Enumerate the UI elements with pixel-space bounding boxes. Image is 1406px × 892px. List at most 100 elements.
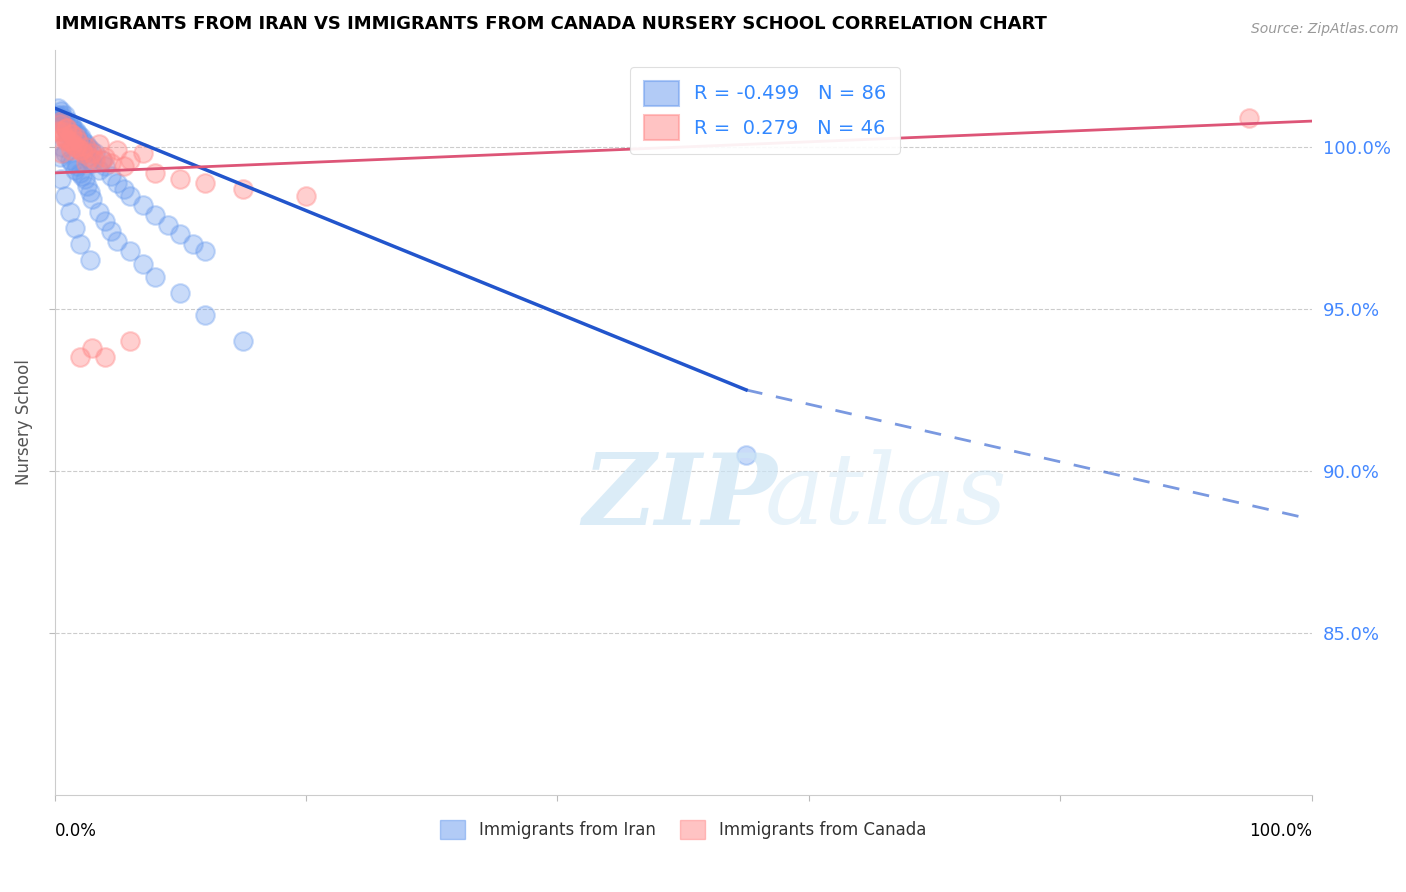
Point [55, 117, 77, 131]
Point [105, 176, 128, 190]
Point [66, 160, 89, 174]
Point [118, 244, 141, 258]
Point [77, 140, 100, 154]
Text: ZIP: ZIP [582, 449, 778, 545]
Point [48, 114, 70, 128]
Text: IMMIGRANTS FROM IRAN VS IMMIGRANTS FROM CANADA NURSERY SCHOOL CORRELATION CHART: IMMIGRANTS FROM IRAN VS IMMIGRANTS FROM … [55, 15, 1046, 33]
Point [105, 234, 128, 248]
Point [735, 448, 758, 462]
Point [60, 156, 83, 170]
Text: atlas: atlas [765, 449, 1008, 544]
Point [52, 114, 75, 128]
Point [143, 269, 166, 284]
Point [143, 166, 166, 180]
Point [295, 188, 318, 202]
Point [69, 166, 91, 180]
Point [56, 120, 79, 135]
Point [75, 140, 97, 154]
Point [87, 162, 110, 177]
Point [100, 169, 122, 183]
Point [75, 156, 97, 170]
Point [76, 150, 98, 164]
Point [82, 146, 104, 161]
Point [63, 134, 86, 148]
Point [91, 153, 114, 167]
Point [194, 244, 217, 258]
Point [62, 120, 84, 135]
Point [49, 104, 72, 119]
Point [58, 124, 80, 138]
Point [118, 334, 141, 349]
Point [46, 111, 69, 125]
Point [52, 130, 75, 145]
Point [169, 227, 191, 242]
Point [56, 127, 79, 141]
Point [59, 134, 82, 148]
Point [49, 107, 72, 121]
Point [59, 127, 82, 141]
Point [46, 124, 69, 138]
Point [49, 172, 72, 186]
Point [79, 150, 101, 164]
Text: 100.0%: 100.0% [1249, 822, 1312, 839]
Point [156, 218, 179, 232]
Point [53, 188, 76, 202]
Point [67, 134, 90, 148]
Point [69, 351, 91, 365]
Point [80, 143, 103, 157]
Point [55, 134, 77, 148]
Point [75, 143, 97, 157]
Point [66, 140, 89, 154]
Point [91, 153, 114, 167]
Point [48, 117, 70, 131]
Point [72, 140, 94, 154]
Point [59, 204, 82, 219]
Point [59, 143, 82, 157]
Point [46, 107, 69, 121]
Point [82, 192, 104, 206]
Point [73, 172, 96, 186]
Point [70, 130, 93, 145]
Point [79, 153, 101, 167]
Point [63, 140, 86, 154]
Point [169, 285, 191, 300]
Point [94, 150, 117, 164]
Point [59, 153, 82, 167]
Y-axis label: Nursery School: Nursery School [15, 359, 32, 485]
Legend: Immigrants from Iran, Immigrants from Canada: Immigrants from Iran, Immigrants from Ca… [433, 814, 932, 846]
Point [169, 172, 191, 186]
Point [232, 334, 254, 349]
Point [55, 120, 77, 135]
Point [65, 130, 87, 145]
Point [63, 162, 86, 177]
Point [100, 156, 122, 170]
Point [73, 146, 96, 161]
Point [62, 136, 84, 151]
Point [70, 136, 93, 151]
Point [143, 208, 166, 222]
Point [52, 117, 75, 131]
Point [181, 237, 204, 252]
Point [67, 134, 90, 148]
Point [194, 176, 217, 190]
Text: Source: ZipAtlas.com: Source: ZipAtlas.com [1251, 22, 1399, 37]
Point [58, 134, 80, 148]
Point [67, 127, 90, 141]
Point [70, 169, 93, 183]
Point [62, 130, 84, 145]
Point [56, 124, 79, 138]
Point [87, 136, 110, 151]
Point [131, 256, 153, 270]
Point [49, 146, 72, 161]
Point [82, 156, 104, 170]
Point [72, 146, 94, 161]
Point [118, 188, 141, 202]
Point [131, 198, 153, 212]
Point [59, 117, 82, 131]
Point [112, 182, 135, 196]
Point [51, 124, 73, 138]
Point [72, 134, 94, 148]
Point [65, 124, 87, 138]
Point [232, 182, 254, 196]
Point [66, 136, 89, 151]
